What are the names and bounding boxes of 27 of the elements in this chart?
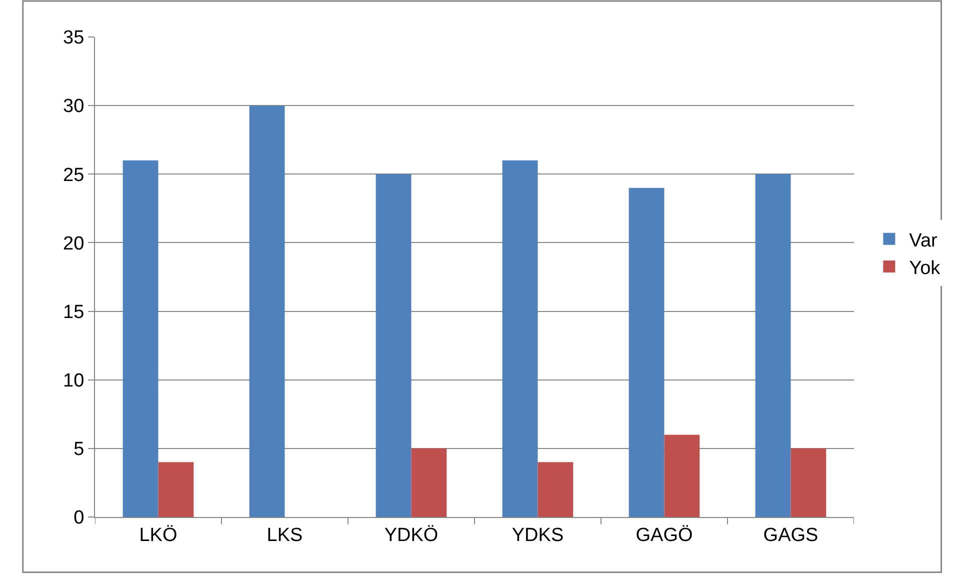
legend-label: Var [909,230,938,252]
x-tick-label: LKS [266,524,303,546]
bar [790,448,826,517]
x-tick-label: LKÖ [139,524,178,546]
bar [249,106,285,517]
bar [755,174,791,517]
y-tick-label: 35 [63,28,84,49]
y-tick-label: 20 [63,233,84,254]
x-tick-label: GAGS [763,524,818,546]
bar [628,188,664,517]
x-tick-label: GAGÖ [636,524,693,546]
bar [122,160,158,517]
legend-label: Yok [909,258,941,279]
y-tick-label: 30 [63,96,84,118]
bar [411,448,447,517]
y-tick-label: 15 [63,302,84,323]
y-tick-label: 10 [63,370,84,392]
y-tick-label: 0 [74,508,84,529]
bar [664,434,700,517]
bar [158,462,194,517]
bar [538,462,574,517]
x-tick-label: YDKÖ [384,524,438,546]
x-tick-label: YDKS [512,524,564,546]
bar [376,174,412,517]
y-tick-label: 5 [74,439,84,460]
bar [502,160,538,517]
y-tick-label: 25 [63,164,84,186]
